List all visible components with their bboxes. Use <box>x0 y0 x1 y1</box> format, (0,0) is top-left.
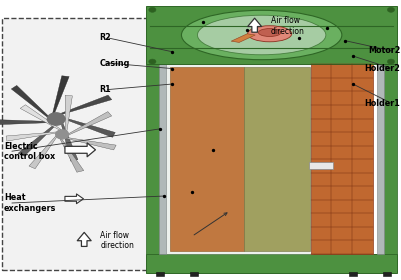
Polygon shape <box>60 139 84 172</box>
FancyArrowPatch shape <box>65 194 83 204</box>
Bar <box>146 254 397 273</box>
Text: Air flow
direction: Air flow direction <box>271 16 304 36</box>
FancyArrowPatch shape <box>77 232 91 246</box>
Text: Electric
control box: Electric control box <box>4 141 55 161</box>
Circle shape <box>149 59 156 64</box>
Polygon shape <box>66 137 116 150</box>
Polygon shape <box>63 117 115 137</box>
Polygon shape <box>65 95 73 131</box>
Polygon shape <box>69 112 112 135</box>
Bar <box>383 272 391 276</box>
Bar <box>245 67 310 251</box>
Bar <box>309 162 333 169</box>
Polygon shape <box>52 76 69 115</box>
Ellipse shape <box>197 15 326 55</box>
Polygon shape <box>61 122 78 161</box>
Polygon shape <box>11 85 49 118</box>
Bar <box>2 18 148 270</box>
Polygon shape <box>29 136 57 169</box>
Bar <box>349 272 357 276</box>
Ellipse shape <box>182 10 342 60</box>
Ellipse shape <box>258 29 281 36</box>
Bar <box>377 64 384 254</box>
FancyArrowPatch shape <box>65 143 95 157</box>
FancyArrowPatch shape <box>194 213 227 235</box>
Bar <box>170 67 245 251</box>
Circle shape <box>387 59 395 64</box>
Text: Holder2: Holder2 <box>365 64 400 73</box>
Polygon shape <box>231 34 255 42</box>
FancyArrowPatch shape <box>248 18 261 32</box>
Polygon shape <box>59 95 112 115</box>
Circle shape <box>149 7 156 12</box>
Text: Heat
exchangers: Heat exchangers <box>4 193 57 213</box>
Text: R1: R1 <box>99 85 111 94</box>
Ellipse shape <box>248 26 292 42</box>
Bar <box>190 272 198 276</box>
Text: Casing: Casing <box>99 59 130 67</box>
Text: Holder1: Holder1 <box>365 99 400 108</box>
Bar <box>146 64 159 254</box>
Polygon shape <box>18 124 57 156</box>
Circle shape <box>387 7 395 12</box>
Bar <box>166 64 313 254</box>
Text: Air flow
direction: Air flow direction <box>100 230 134 250</box>
Bar <box>146 6 397 64</box>
Bar <box>159 64 166 254</box>
Polygon shape <box>20 105 61 130</box>
Circle shape <box>56 130 69 139</box>
Bar <box>156 272 164 276</box>
Bar <box>384 64 397 254</box>
Polygon shape <box>0 120 51 125</box>
Circle shape <box>47 113 65 125</box>
Text: R2: R2 <box>99 33 111 42</box>
Bar <box>311 64 373 254</box>
Polygon shape <box>6 132 57 141</box>
Text: Motor2: Motor2 <box>368 46 400 55</box>
